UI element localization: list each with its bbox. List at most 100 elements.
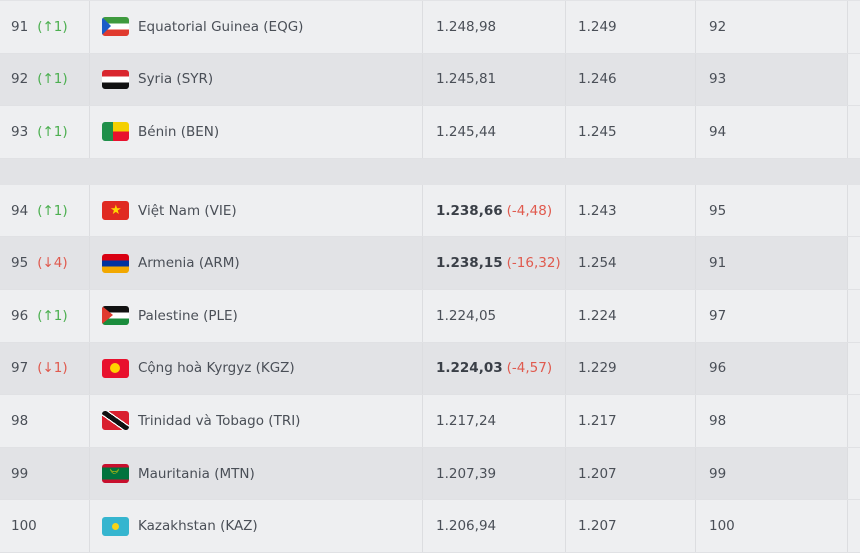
team-name[interactable]: Việt Nam (VIE) — [138, 202, 237, 219]
points-cell: 1.238,66 (-4,48) — [423, 184, 566, 237]
table-row[interactable]: 99 Mauritania (MTN) 1.207,39 1.207 99 — [0, 447, 860, 501]
rank: 94 — [11, 202, 29, 219]
team-name[interactable]: Syria (SYR) — [138, 71, 214, 88]
rank-change: (↓1) — [37, 360, 68, 377]
previous-rank-cell: 91 — [696, 237, 848, 289]
team-name[interactable]: Trinidad và Tobago (TRI) — [138, 412, 301, 429]
flag-syr-icon — [102, 69, 129, 89]
previous-rank: 92 — [709, 18, 727, 35]
team-cell: Bénin (BEN) — [90, 106, 423, 158]
team-name[interactable]: Armenia (ARM) — [138, 255, 240, 272]
rank-cell: 93 (↑1) — [0, 106, 90, 158]
rank-cell: 100 — [0, 500, 90, 552]
rank: 99 — [11, 465, 29, 482]
points-change: (-4,57) — [506, 360, 553, 377]
previous-points-cell: 1.245 — [566, 106, 696, 158]
row-edge — [848, 395, 860, 447]
rank-change: (↑1) — [37, 18, 68, 35]
previous-rank-cell: 95 — [696, 184, 848, 237]
points-cell: 1.206,94 — [423, 500, 566, 552]
table-row[interactable]: 94 (↑1) Việt Nam (VIE) 1.238,66(-4,48) 1.243… — [0, 184, 860, 238]
rank-change: (↑1) — [37, 307, 68, 324]
previous-points: 1.217 — [578, 412, 617, 429]
rank: 97 — [11, 360, 29, 377]
previous-points: 1.245 — [578, 123, 617, 140]
previous-rank: 93 — [709, 71, 727, 88]
flag-kgz-icon — [102, 358, 129, 378]
team-name[interactable]: Cộng hoà Kyrgyz (KGZ) — [138, 360, 295, 377]
previous-rank-cell: 97 — [696, 289, 848, 342]
team-cell: Kazakhstan (KAZ) — [90, 500, 423, 552]
table-row[interactable]: 100 Kazakhstan (KAZ) 1.206,94 1.207 100 — [0, 500, 860, 553]
rank-cell: 95 (↓4) — [0, 237, 90, 289]
previous-rank: 96 — [709, 360, 727, 377]
rank-cell: 91 (↑1) — [0, 1, 90, 53]
rank: 95 — [11, 255, 29, 272]
table-row[interactable]: 95 (↓4) Armenia (ARM) 1.238,15 (-16,32) 1.254… — [0, 237, 860, 290]
table-row[interactable]: 92 (↑1) Syria (SYR) 1.245,81 1.246 93 — [0, 53, 860, 107]
previous-points: 1.246 — [578, 71, 617, 88]
table-row[interactable]: 98 Trinidad và Tobago (TRI) 1.217,24 1.217 9… — [0, 395, 860, 448]
points: 1.224,05 — [436, 307, 497, 324]
points: 1.217,24 — [436, 412, 497, 429]
team-name[interactable]: Mauritania (MTN) — [138, 465, 255, 482]
flag-ple-icon — [102, 306, 129, 326]
rank-change: (↑1) — [37, 123, 68, 140]
points: 1.206,94 — [436, 518, 497, 535]
team-cell: Equatorial Guinea (EQG) — [90, 1, 423, 53]
previous-points: 1.224 — [578, 307, 617, 324]
points: 1.245,44 — [436, 123, 497, 140]
previous-points-cell: 1.207 — [566, 500, 696, 552]
team-name[interactable]: Palestine (PLE) — [138, 307, 238, 324]
team-name[interactable]: Equatorial Guinea (EQG) — [138, 18, 304, 35]
previous-points-cell: 1.207 — [566, 447, 696, 500]
points: 1.245,81 — [436, 71, 497, 88]
points: 1.238,15 — [436, 255, 503, 272]
rank: 98 — [11, 412, 29, 429]
row-edge — [848, 106, 860, 158]
points-cell: 1.248,98 — [423, 1, 566, 53]
rank: 93 — [11, 123, 29, 140]
previous-rank-cell: 99 — [696, 447, 848, 500]
points-change: (-4,48) — [506, 202, 553, 219]
rank: 100 — [11, 518, 37, 535]
rank-cell: 99 — [0, 447, 90, 500]
flag-arm-icon — [102, 253, 129, 273]
previous-points-cell: 1.249 — [566, 1, 696, 53]
previous-points-cell: 1.246 — [566, 53, 696, 106]
team-cell: Cộng hoà Kyrgyz (KGZ) — [90, 342, 423, 395]
previous-points-cell: 1.224 — [566, 289, 696, 342]
rank-cell: 97 (↓1) — [0, 342, 90, 395]
points: 1.238,66 — [436, 202, 503, 219]
table-row[interactable]: 97 (↓1) Cộng hoà Kyrgyz (KGZ) 1.224,03 (-4,5… — [0, 342, 860, 396]
team-name[interactable]: Bénin (BEN) — [138, 123, 220, 140]
rank-change: (↓4) — [37, 255, 68, 272]
rank: 96 — [11, 307, 29, 324]
row-edge — [848, 1, 860, 53]
table-row[interactable]: 91 (↑1) Equatorial Guinea (EQG) 1.248,98 1.2… — [0, 1, 860, 54]
previous-points: 1.254 — [578, 255, 617, 272]
points-cell: 1.224,03 (-4,57) — [423, 342, 566, 395]
points-cell: 1.245,81 — [423, 53, 566, 106]
flag-eqg-icon — [102, 17, 129, 37]
previous-rank: 94 — [709, 123, 727, 140]
rank-cell: 98 — [0, 395, 90, 447]
flag-kaz-icon — [102, 516, 129, 536]
table-row[interactable]: 96 (↑1) Palestine (PLE) 1.224,05 1.224 97 — [0, 289, 860, 343]
previous-points: 1.229 — [578, 360, 617, 377]
team-cell: Palestine (PLE) — [90, 289, 423, 342]
points-cell: 1.224,05 — [423, 289, 566, 342]
table-row[interactable]: 93 (↑1) Bénin (BEN) 1.245,44 1.245 94 — [0, 106, 860, 159]
rank-cell: 94 (↑1) — [0, 184, 90, 237]
previous-rank: 97 — [709, 307, 727, 324]
row-edge — [848, 342, 860, 395]
previous-rank-cell: 96 — [696, 342, 848, 395]
team-cell: Syria (SYR) — [90, 53, 423, 106]
previous-rank: 91 — [709, 255, 727, 272]
points: 1.248,98 — [436, 18, 497, 35]
rank: 92 — [11, 71, 29, 88]
points-cell: 1.217,24 — [423, 395, 566, 447]
team-name[interactable]: Kazakhstan (KAZ) — [138, 518, 258, 535]
